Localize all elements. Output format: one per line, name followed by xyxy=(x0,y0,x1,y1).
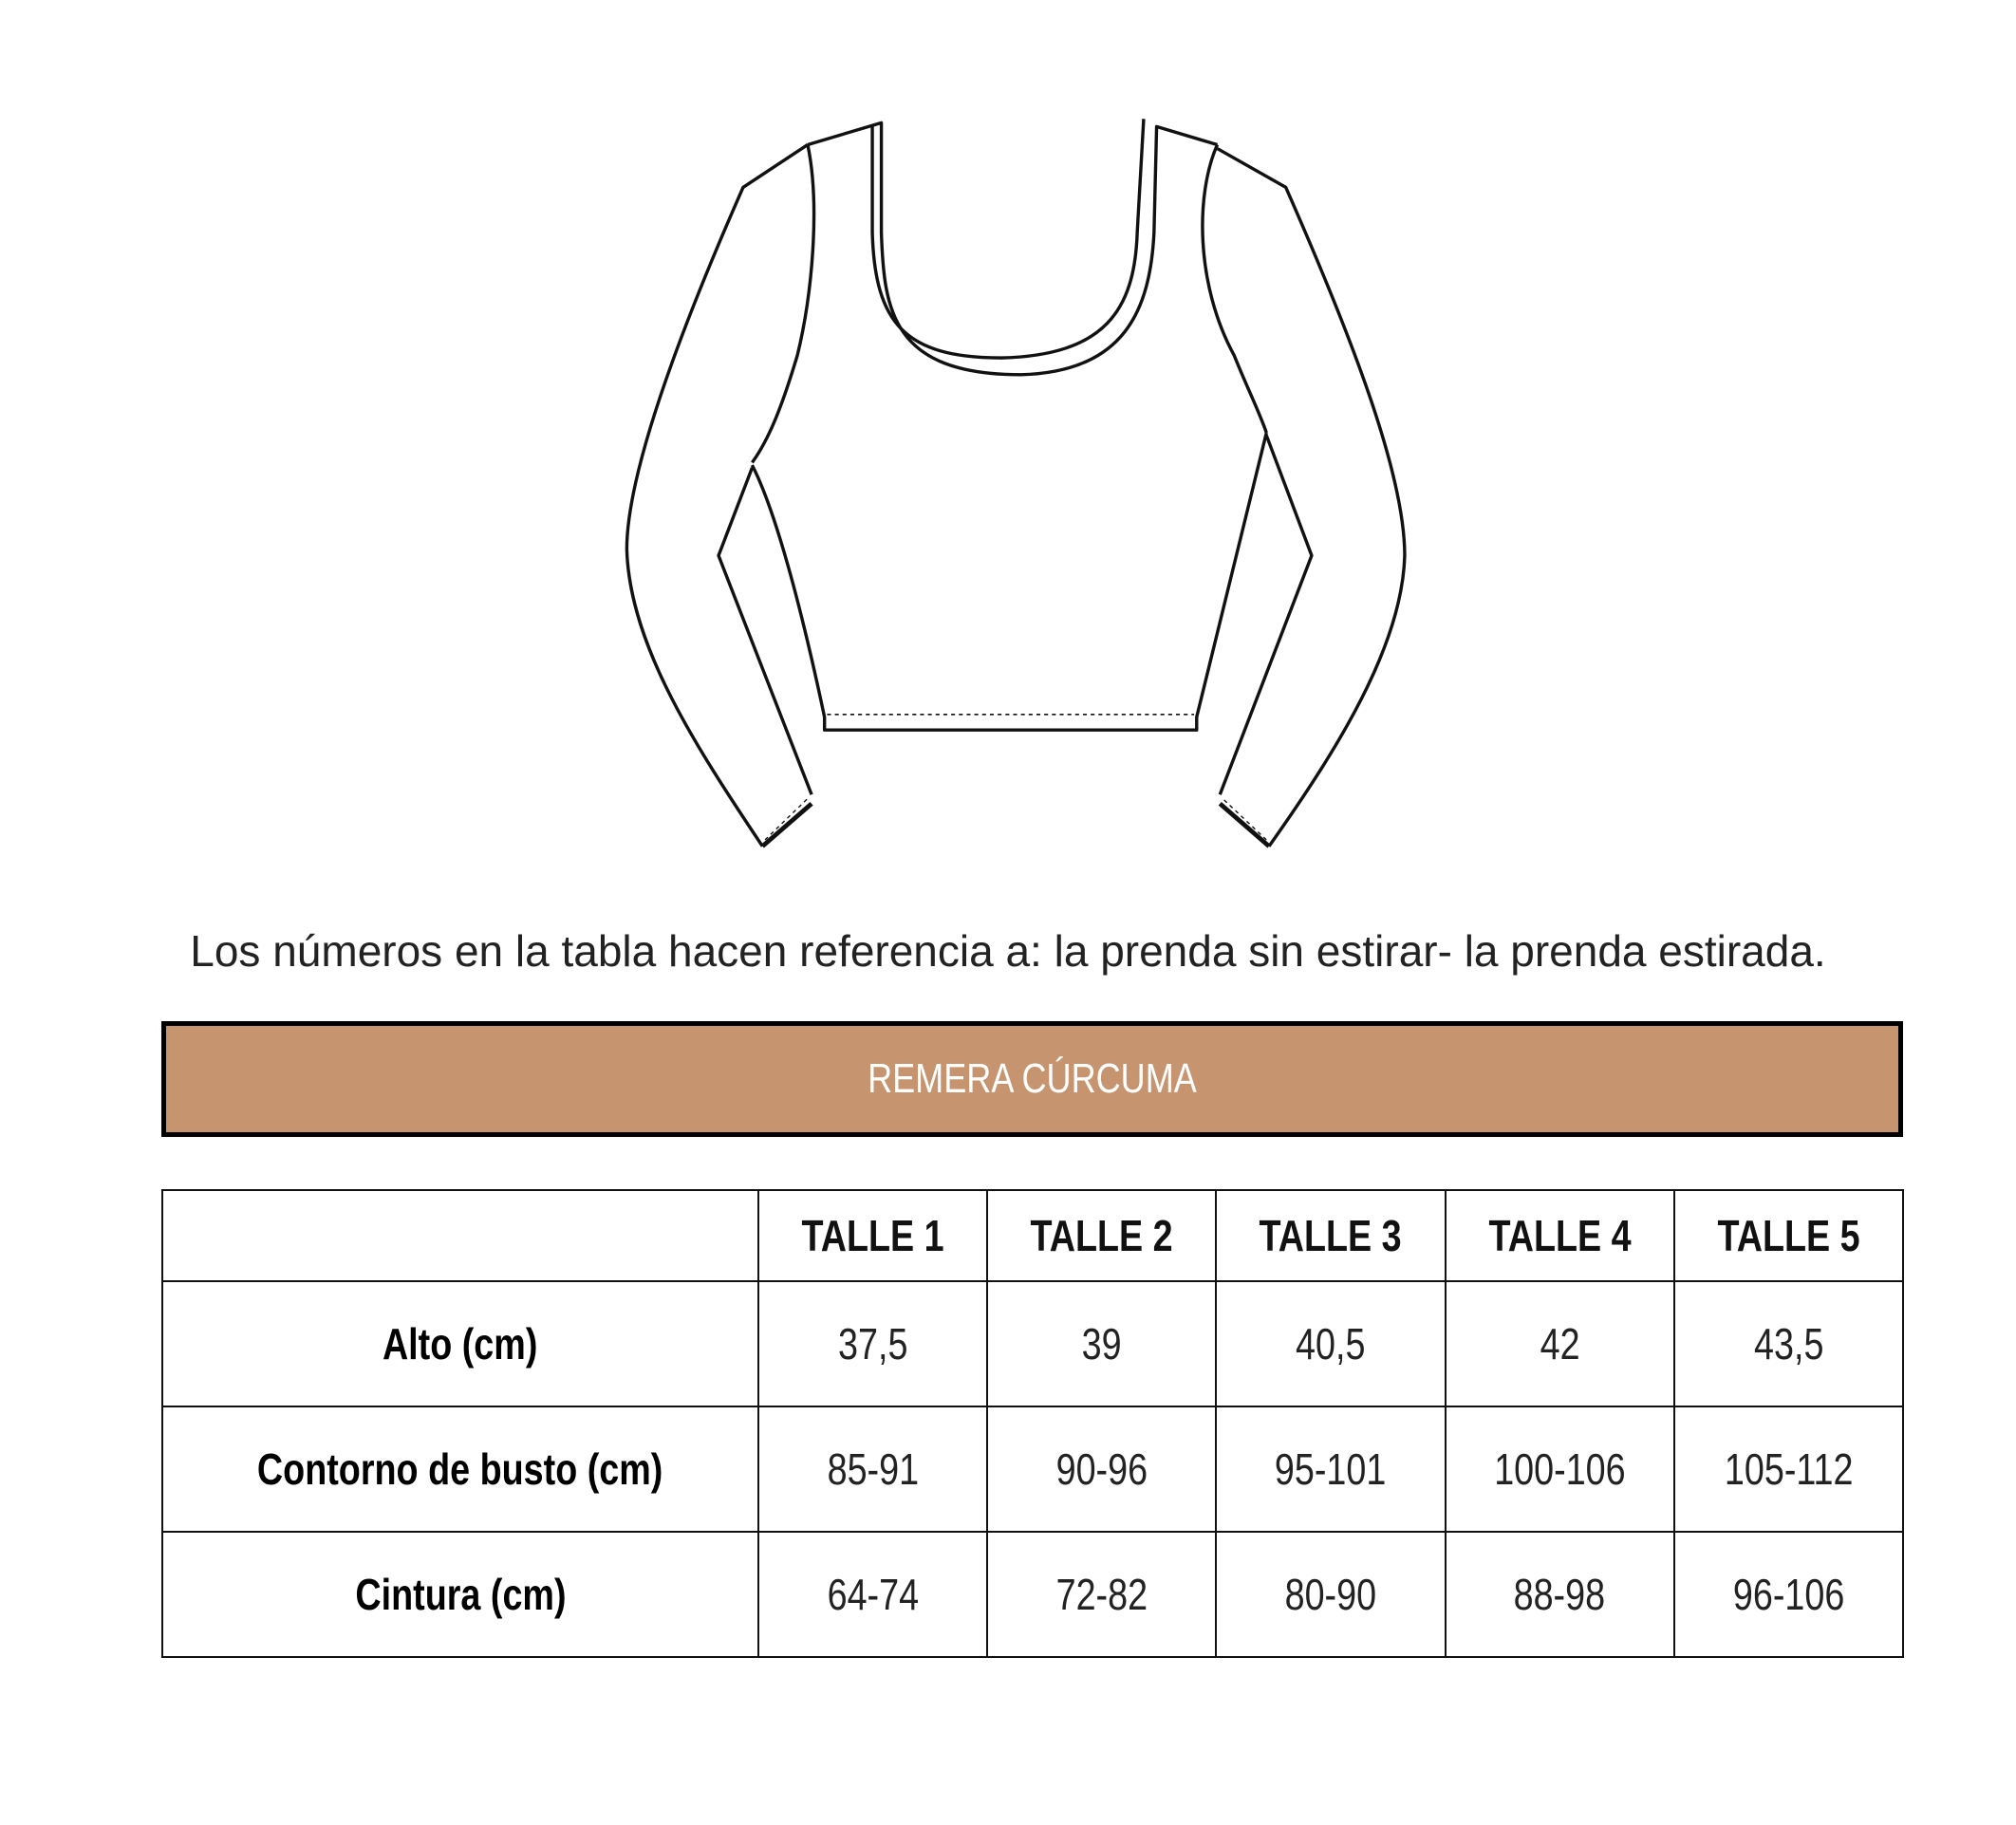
cell: 100-106 xyxy=(1444,1406,1675,1533)
cell: 96-106 xyxy=(1672,1531,1905,1658)
cell: 64-74 xyxy=(756,1531,989,1658)
table-header-row: TALLE 1 TALLE 2 TALLE 3 TALLE 4 TALLE 5 xyxy=(161,1189,1905,1282)
row-label: Cintura (cm) xyxy=(161,1531,759,1658)
header-talle-1: TALLE 1 xyxy=(756,1189,989,1282)
cell: 39 xyxy=(986,1280,1218,1407)
header-talle-4: TALLE 4 xyxy=(1444,1189,1675,1282)
product-title: REMERA CÚRCUMA xyxy=(868,1055,1197,1102)
table-row: Contorno de busto (cm) 85-91 90-96 95-10… xyxy=(161,1406,1905,1533)
size-note: Los números en la tabla hacen referencia… xyxy=(0,925,2016,977)
header-empty xyxy=(161,1189,759,1282)
table-row: Cintura (cm) 64-74 72-82 80-90 88-98 96-… xyxy=(161,1531,1905,1658)
header-talle-5: TALLE 5 xyxy=(1672,1189,1905,1282)
size-table: TALLE 1 TALLE 2 TALLE 3 TALLE 4 TALLE 5 … xyxy=(161,1189,1905,1658)
cell: 80-90 xyxy=(1215,1531,1447,1658)
header-talle-3: TALLE 3 xyxy=(1215,1189,1447,1282)
cell: 42 xyxy=(1444,1280,1675,1407)
cell: 40,5 xyxy=(1215,1280,1447,1407)
cell: 85-91 xyxy=(756,1406,989,1533)
table-row: Alto (cm) 37,5 39 40,5 42 43,5 xyxy=(161,1280,1905,1407)
row-label: Alto (cm) xyxy=(161,1280,759,1407)
cell: 37,5 xyxy=(756,1280,989,1407)
product-title-banner: REMERA CÚRCUMA xyxy=(161,1021,1903,1137)
size-note-text: Los números en la tabla hacen referencia… xyxy=(190,926,1826,976)
cell: 88-98 xyxy=(1444,1531,1675,1658)
cell: 95-101 xyxy=(1215,1406,1447,1533)
cell: 72-82 xyxy=(986,1531,1218,1658)
cell: 105-112 xyxy=(1672,1406,1905,1533)
row-label: Contorno de busto (cm) xyxy=(161,1406,759,1533)
cell: 90-96 xyxy=(986,1406,1218,1533)
header-talle-2: TALLE 2 xyxy=(986,1189,1218,1282)
cell: 43,5 xyxy=(1672,1280,1905,1407)
